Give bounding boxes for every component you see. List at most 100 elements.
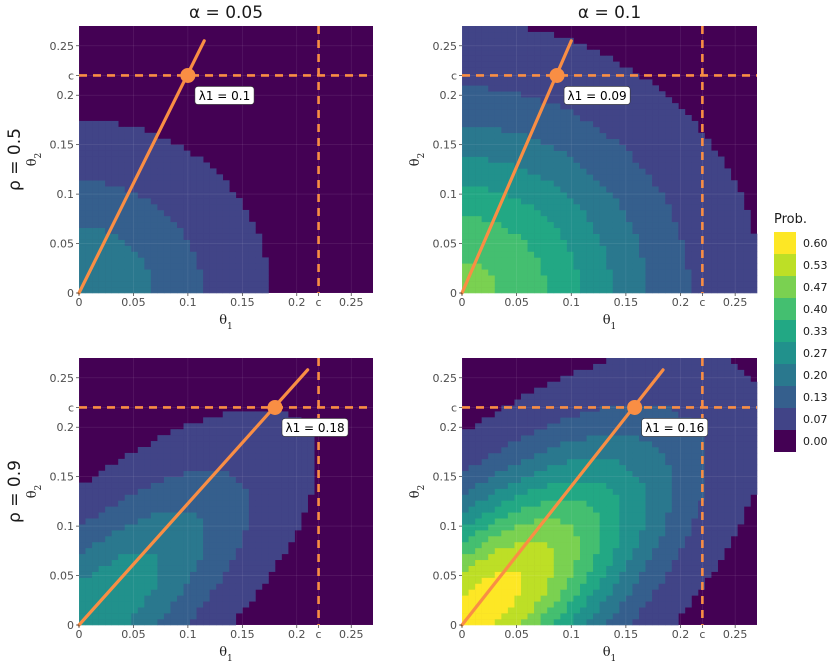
heatmap-cell <box>481 281 489 288</box>
heatmap-cell <box>658 186 666 193</box>
heatmap-cell <box>488 61 496 68</box>
heatmap-cell <box>235 275 243 282</box>
heatmap-cell <box>691 363 699 371</box>
heatmap-cell <box>645 168 653 175</box>
heatmap-cell <box>665 174 673 181</box>
x-tick-label: 0 <box>76 296 83 309</box>
heatmap-cell <box>606 162 614 169</box>
heatmap-cell <box>163 239 171 246</box>
heatmap-cell <box>98 221 106 229</box>
heatmap-cell <box>684 375 692 383</box>
heatmap-cell <box>235 452 243 460</box>
heatmap-cell <box>190 583 197 590</box>
heatmap-cell <box>645 541 653 549</box>
heatmap-cell <box>625 387 633 394</box>
heatmap-cell <box>586 387 594 394</box>
heatmap-cell <box>527 263 535 270</box>
heatmap-cell <box>85 524 93 531</box>
heatmap-cell <box>494 494 502 501</box>
heatmap-cell <box>586 375 594 383</box>
heatmap-cell <box>586 452 594 460</box>
heatmap-cell <box>645 162 653 169</box>
heatmap-cell <box>235 488 243 495</box>
heatmap-cell <box>527 405 535 412</box>
heatmap-cell <box>507 536 515 543</box>
heatmap-cell <box>301 476 308 483</box>
heatmap-cell <box>242 441 250 448</box>
heatmap-cell <box>514 411 522 418</box>
heatmap-cell <box>560 263 568 270</box>
heatmap-cell <box>639 115 646 122</box>
heatmap-cell <box>157 500 165 507</box>
heatmap-cell <box>527 435 535 442</box>
heatmap-cell <box>475 221 482 229</box>
heatmap-cell <box>658 482 666 489</box>
heatmap-cell <box>111 275 119 282</box>
heatmap-cell <box>124 595 132 602</box>
heatmap-cell <box>462 524 469 531</box>
heatmap-cell <box>547 115 555 122</box>
heatmap-cell <box>261 423 269 430</box>
heatmap-cell <box>534 221 541 229</box>
heatmap-cell <box>547 518 555 525</box>
heatmap-cell <box>111 589 119 596</box>
heatmap-cell <box>475 530 482 537</box>
heatmap-cell <box>684 227 692 234</box>
heatmap-cell <box>124 174 132 181</box>
heatmap-cell <box>507 49 515 56</box>
heatmap-cell <box>79 251 86 258</box>
heatmap-cell <box>255 287 263 294</box>
heatmap-cell <box>196 198 204 205</box>
heatmap-cell <box>196 441 204 448</box>
heatmap-cell <box>534 257 541 264</box>
heatmap-cell <box>242 269 250 276</box>
heatmap-cell <box>553 37 561 45</box>
heatmap-cell <box>170 180 178 187</box>
heatmap-cell <box>671 387 679 394</box>
heatmap-cell <box>704 227 712 234</box>
heatmap-cell <box>494 547 502 555</box>
heatmap-cell <box>475 441 482 448</box>
heatmap-cell <box>606 79 614 86</box>
heatmap-cell <box>527 186 535 193</box>
heatmap-cell <box>730 239 738 246</box>
heatmap-cell <box>704 209 712 217</box>
heatmap-cell <box>216 447 224 454</box>
heatmap-cell <box>625 221 633 229</box>
heatmap-cell <box>645 115 653 122</box>
heatmap-cell <box>606 198 614 205</box>
heatmap-cell <box>743 257 751 264</box>
heatmap-cell <box>216 251 224 258</box>
heatmap-cell <box>671 399 679 406</box>
heatmap-cell <box>724 215 732 223</box>
heatmap-cell <box>248 518 256 525</box>
heatmap-cell <box>494 429 502 436</box>
heatmap-cell <box>92 512 99 519</box>
heatmap-cell <box>183 156 191 163</box>
heatmap-cell <box>209 464 217 472</box>
heatmap-cell <box>684 524 692 531</box>
heatmap-cell <box>619 126 627 134</box>
heatmap-cell <box>619 381 627 388</box>
heatmap-cell <box>671 541 679 549</box>
heatmap-cell <box>580 245 587 252</box>
heatmap-cell <box>196 263 204 270</box>
heatmap-cell <box>665 269 673 276</box>
heatmap-cell <box>606 595 614 602</box>
heatmap-cell <box>684 393 692 400</box>
heatmap-cell <box>163 595 171 602</box>
heatmap-cell <box>665 281 673 288</box>
heatmap-cell <box>606 120 614 128</box>
heatmap-cell <box>566 607 574 614</box>
heatmap-cell <box>209 559 217 566</box>
heatmap-cell <box>275 494 282 501</box>
heatmap-cell <box>475 126 482 134</box>
heatmap-cell <box>678 482 686 489</box>
heatmap-cell <box>711 221 718 229</box>
heatmap-cell <box>137 281 145 288</box>
heatmap-cell <box>501 227 509 234</box>
heatmap-cell <box>606 476 614 483</box>
heatmap-cell <box>553 221 561 229</box>
heatmap-cell <box>521 417 528 424</box>
heatmap-cell <box>481 287 489 294</box>
